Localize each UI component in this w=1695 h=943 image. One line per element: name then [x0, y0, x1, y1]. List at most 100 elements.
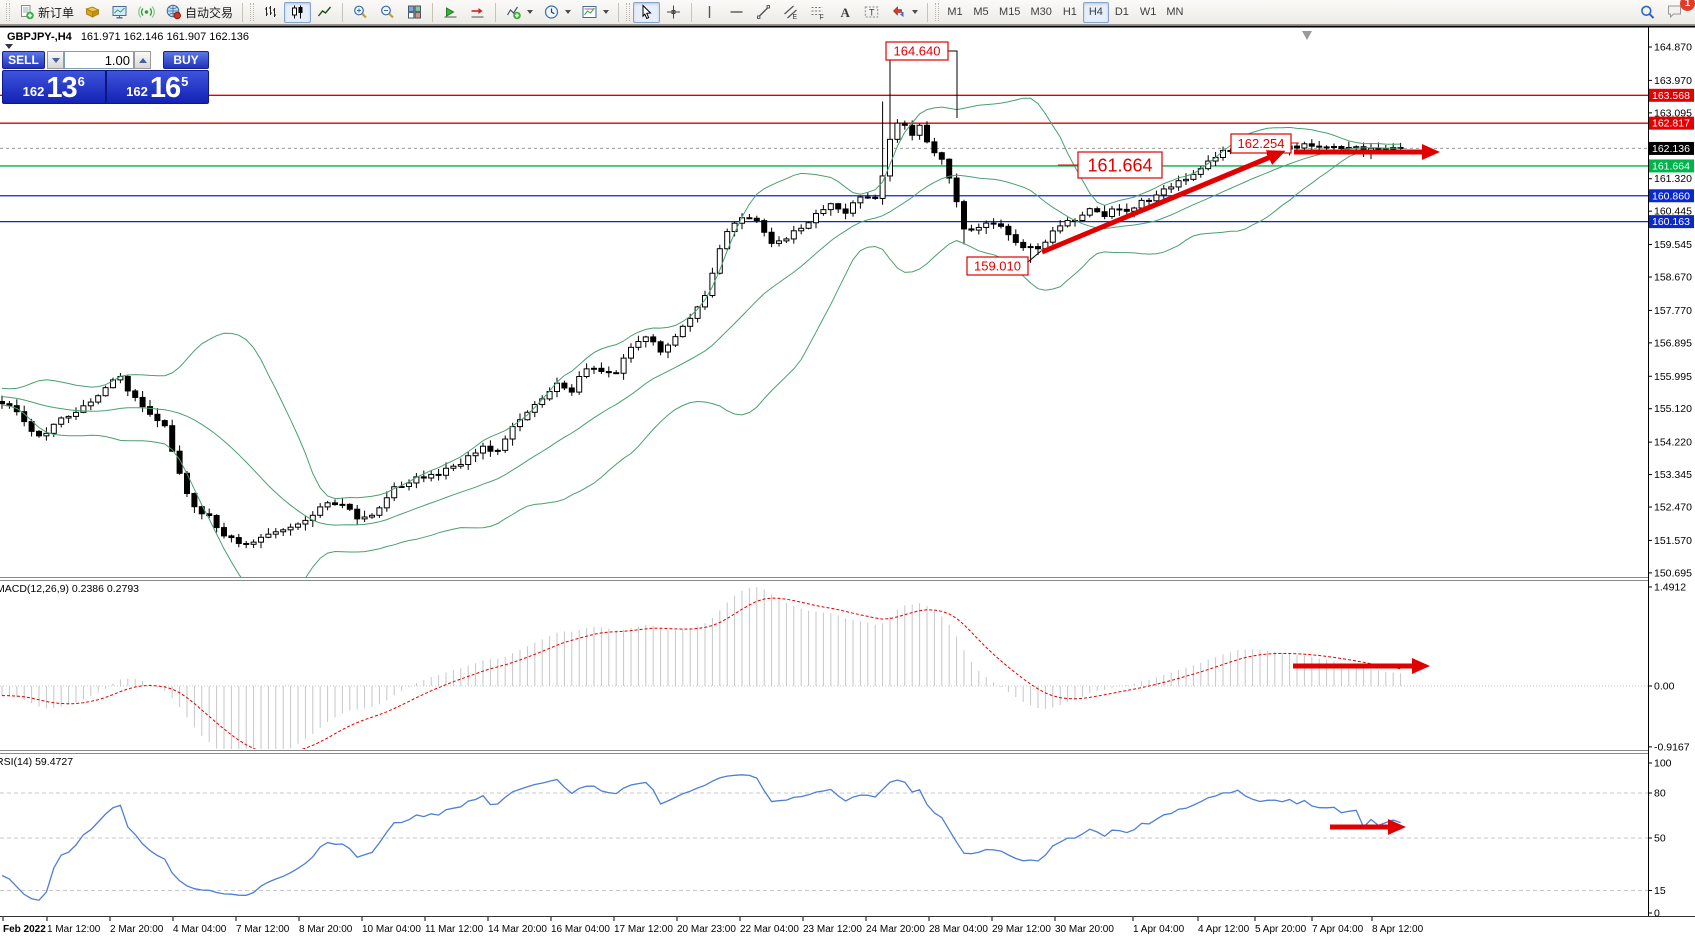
timeframe-H4[interactable]: H4	[1082, 1, 1109, 23]
timeframe-M15[interactable]: M15	[994, 2, 1025, 23]
horizontal-line-icon	[730, 11, 743, 13]
cursor-button[interactable]	[633, 1, 661, 23]
svg-text:22 Mar 04:00: 22 Mar 04:00	[740, 924, 799, 935]
candlestick-chart-button[interactable]	[284, 1, 312, 23]
svg-text:Feb 2022: Feb 2022	[3, 924, 46, 935]
volume-increase-button[interactable]	[134, 51, 151, 69]
crosshair-button[interactable]	[660, 2, 687, 23]
svg-text:161.664: 161.664	[1087, 155, 1152, 175]
search-button[interactable]	[1634, 2, 1661, 23]
arrows-shapes-button[interactable]	[885, 2, 923, 23]
ohlc-bars-icon	[265, 6, 277, 17]
chart-annotations[interactable]: 164.640 161.664 162.254 159.010	[885, 41, 1440, 835]
fibonacci-icon: F	[811, 7, 824, 21]
auto-scroll-button[interactable]	[437, 2, 464, 23]
timeframe-MN[interactable]: MN	[1161, 2, 1188, 23]
periods-button[interactable]	[538, 2, 576, 23]
timeframe-M1[interactable]: M1	[942, 2, 968, 23]
svg-text:151.570: 151.570	[1654, 535, 1692, 547]
buy-price-main: 16	[149, 72, 181, 104]
price-annotation-box	[966, 256, 1029, 276]
sell-price-main: 13	[46, 72, 77, 104]
bar-chart-button[interactable]	[257, 2, 284, 23]
svg-text:1 Apr 04:00: 1 Apr 04:00	[1133, 924, 1185, 935]
dropdown-caret-icon	[565, 10, 572, 14]
sell-button[interactable]: SELL	[2, 51, 45, 69]
svg-text:0: 0	[1654, 908, 1660, 920]
toolbar-grip[interactable]	[6, 3, 10, 21]
dropdown-caret-icon	[912, 10, 919, 14]
macd-pane[interactable]	[0, 586, 1648, 763]
svg-text:162.136: 162.136	[1652, 143, 1690, 155]
timeframe-M5[interactable]: M5	[968, 2, 994, 23]
svg-text:158.670: 158.670	[1654, 272, 1692, 284]
main-price-pane[interactable]	[0, 55, 1648, 597]
price-divider	[104, 71, 107, 103]
volume-decrease-button[interactable]	[47, 51, 64, 69]
timeframe-M30[interactable]: M30	[1025, 2, 1056, 23]
search-icon	[1641, 5, 1655, 19]
zoom-out-button[interactable]	[374, 2, 401, 23]
text-label-button[interactable]: T	[858, 2, 885, 23]
svg-text:24 Mar 20:00: 24 Mar 20:00	[866, 924, 925, 935]
svg-text:1 Mar 12:00: 1 Mar 12:00	[47, 924, 101, 935]
buy-price-button[interactable]: 162 16 5	[107, 71, 209, 103]
notification-badge[interactable]: 1	[1680, 0, 1695, 12]
chart-title: GBPJPY-,H4 161.971 162.146 161.907 162.13…	[7, 31, 249, 43]
autotrading-button[interactable]: 自动交易	[160, 2, 238, 23]
indicators-button[interactable]	[500, 2, 538, 23]
panel-collapse-icon[interactable]	[5, 44, 13, 49]
svg-text:F: F	[820, 15, 824, 21]
price-annotation-box	[1077, 151, 1163, 179]
autotrading-label: 自动交易	[185, 5, 234, 20]
svg-text:8 Apr 12:00: 8 Apr 12:00	[1372, 924, 1424, 935]
sell-price-button[interactable]: 162 13 6	[3, 71, 105, 103]
ohlc-values: 161.971 162.146 161.907 162.136	[80, 31, 250, 43]
toolbar-grip[interactable]	[935, 3, 940, 21]
volume-input[interactable]	[64, 51, 134, 69]
toolbar-grip[interactable]	[626, 3, 631, 21]
svg-text:23 Mar 12:00: 23 Mar 12:00	[803, 924, 862, 935]
svg-text:163.568: 163.568	[1652, 90, 1690, 102]
templates-button[interactable]	[576, 2, 614, 23]
svg-text:162.817: 162.817	[1652, 118, 1690, 130]
svg-text:159.010: 159.010	[974, 259, 1021, 274]
toolbar-grip[interactable]	[250, 3, 255, 21]
symbol-period-label: GBPJPY-,H4	[7, 31, 72, 43]
vertical-line-button[interactable]	[696, 2, 723, 23]
signals-button[interactable]	[133, 2, 160, 23]
cursor-icon	[642, 4, 652, 20]
line-chart-button[interactable]	[311, 2, 338, 23]
tile-windows-button[interactable]	[401, 2, 428, 23]
new-order-label: 新订单	[38, 5, 75, 20]
new-order-button[interactable]: 新订单	[13, 2, 79, 23]
timeframe-D1[interactable]: D1	[1109, 2, 1135, 23]
svg-text:14 Mar 20:00: 14 Mar 20:00	[488, 924, 547, 935]
rsi-pane[interactable]	[0, 774, 1648, 901]
time-axis[interactable]: Feb 2022 1 Mar 12:00 2 Mar 20:00 4 Mar 04:0…	[2, 917, 1424, 935]
auto-scroll-icon	[444, 7, 457, 18]
svg-text:153.345: 153.345	[1654, 469, 1692, 481]
trendline-button[interactable]	[750, 2, 777, 23]
timeframe-W1[interactable]: W1	[1135, 2, 1162, 23]
tile-windows-icon	[408, 5, 422, 19]
svg-text:0.00: 0.00	[1654, 681, 1675, 693]
zoom-in-button[interactable]	[347, 2, 374, 23]
horizontal-line-button[interactable]	[723, 2, 750, 23]
fibonacci-button[interactable]: F	[804, 2, 831, 23]
zoom-in-icon	[354, 5, 367, 19]
timeframe-H1[interactable]: H1	[1057, 2, 1083, 23]
text-button[interactable]: A	[831, 2, 858, 23]
chart-shift-button[interactable]	[464, 2, 491, 23]
data-window-button[interactable]	[106, 2, 133, 23]
price-axis[interactable]: 164.870 163.970 163.095 161.320 160.445 159.5…	[1648, 42, 1694, 580]
dropdown-caret-icon	[603, 10, 610, 14]
channel-icon: E	[784, 5, 798, 20]
zoom-out-icon	[381, 5, 394, 19]
equidistant-channel-button[interactable]: E	[777, 2, 804, 23]
svg-text:7 Apr 04:00: 7 Apr 04:00	[1312, 924, 1364, 935]
toolbar: 新订单 自动交易	[0, 0, 1695, 25]
history-center-button[interactable]	[79, 2, 106, 23]
buy-button[interactable]: BUY	[163, 51, 209, 69]
